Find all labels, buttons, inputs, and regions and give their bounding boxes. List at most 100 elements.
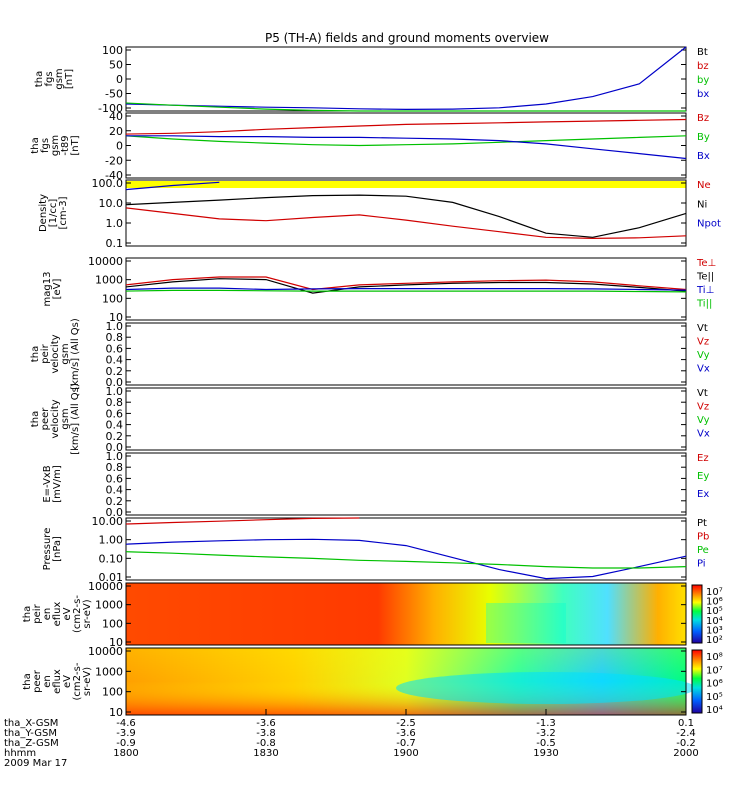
y-axis-label-line: velocity <box>50 399 61 438</box>
x-row-value: -3.6 <box>256 718 276 729</box>
y-axis-label-line: E=-VxB <box>42 465 53 502</box>
legend-Pt: Pt <box>697 518 707 529</box>
legend-Ni: Ni <box>697 199 707 210</box>
colorbar-label: 10³ <box>706 625 723 636</box>
legend-Ez: Ez <box>697 453 709 464</box>
x-row-value: -4.6 <box>116 718 136 729</box>
y-axis-label-line: tha <box>22 673 33 689</box>
y-axis-label-line: [km/s] (All Qs) <box>70 383 81 455</box>
y-axis-label-line: [nT] <box>70 135 81 155</box>
legend-Vt: Vt <box>697 388 708 399</box>
legend-Ex: Ex <box>697 489 709 500</box>
colorbar-label: 10² <box>706 635 723 646</box>
y-tick-label: 1.00 <box>99 534 124 547</box>
series-line-Ti|| <box>125 289 687 293</box>
y-tick-label: 0.01 <box>99 571 124 584</box>
y-axis-label-line: tha <box>34 71 45 87</box>
series-line-Pe <box>125 551 687 569</box>
x-row-label: tha_Z-GSM <box>4 738 59 749</box>
y-tick-label: 40 <box>109 110 123 123</box>
y-axis-label-line: [1/cc] <box>48 199 59 228</box>
y-tick-label: 0.4 <box>106 419 124 432</box>
y-tick-label: 0.6 <box>106 407 124 420</box>
legend-Ne: Ne <box>697 180 711 191</box>
y-tick-label: -50 <box>105 88 123 101</box>
y-tick-label: 100 <box>102 686 123 699</box>
legend-Pe: Pe <box>697 545 709 556</box>
panel-density: 100.0 10.0 1.0 0.1 Density [1/cc] [cm-3] Ne Ni Np… <box>38 177 721 250</box>
y-tick-label: -20 <box>105 154 123 167</box>
y-axis-label-line: en <box>42 675 53 688</box>
y-axis-label-line: fgs <box>44 71 55 86</box>
legend-Bz: Bz <box>697 113 709 124</box>
x-row-value: -2.5 <box>396 718 416 729</box>
date-label: 2009 Mar 17 <box>4 758 67 769</box>
y-axis-label-line: eflux <box>52 669 63 694</box>
legend-Ti⊥: Ti⊥ <box>696 285 714 296</box>
y-axis-label-line: -t89 <box>60 135 71 155</box>
y-axis-label-line: tha <box>30 346 41 362</box>
series-line-Te|| <box>125 278 687 294</box>
legend-Ti||: Ti|| <box>696 299 712 310</box>
y-tick-label: -100 <box>98 102 123 115</box>
y-tick-label: 1000 <box>95 274 123 287</box>
y-axis-label: tha fgs gsm -t89 [nT] <box>30 135 81 156</box>
panel-peer-velocity: 1.00.80.60.40.20.0 tha peer velocity gsm [km/… <box>30 383 710 455</box>
series-line-Ne <box>125 207 687 240</box>
y-tick-label: 0.2 <box>106 495 124 508</box>
y-axis-label-line: fgs <box>40 138 51 153</box>
y-tick-label: 1000 <box>95 665 123 678</box>
colorbar-label: 10⁶ <box>706 679 723 690</box>
y-tick-label: 100 <box>102 44 123 57</box>
y-tick-label: 0.1 <box>106 237 124 250</box>
series-line-Te⊥ <box>125 276 687 291</box>
y-axis-label-line: tha <box>22 606 33 622</box>
series-line-Ti⊥ <box>125 287 687 291</box>
y-axis-label: Pressure [nPa] <box>42 528 63 571</box>
y-tick-label: 0.0 <box>106 441 124 454</box>
y-axis-label: E=-VxB [mV/m] <box>42 465 63 503</box>
y-axis-label: tha peir en eflux eV (cm2-s-sr-eV) <box>22 595 93 633</box>
y-axis-label-line: sr-eV) <box>82 667 93 696</box>
x-row-value: -2.4 <box>676 728 696 739</box>
y-axis-label-line: velocity <box>50 334 61 373</box>
series-line-Ni <box>125 194 687 238</box>
panel-frame <box>125 517 687 581</box>
x-row-value: 1900 <box>393 748 418 759</box>
colorbar <box>691 649 703 714</box>
y-axis-label: Density [1/cc] [cm-3] <box>38 194 69 232</box>
colorbar-label: 10⁷ <box>706 665 723 676</box>
legend-Vx: Vx <box>697 364 710 375</box>
panel-frame <box>125 112 687 179</box>
quality-flag-bar <box>126 181 686 188</box>
y-tick-label: 1.0 <box>106 217 124 230</box>
y-tick-label: 0.0 <box>106 376 124 389</box>
panel-frame <box>125 582 687 646</box>
spectrogram-cyan-band <box>396 672 696 704</box>
y-axis-label-line: (cm2-s- <box>72 662 83 700</box>
y-tick-label: 0.2 <box>106 430 124 443</box>
panel-peer-spectrogram: 10⁸ 10⁷ 10⁶ 10⁵ 10⁴ 10000 1000 100 10 tha peer en ef… <box>22 645 723 719</box>
series-group-temperature <box>125 276 687 294</box>
y-tick-label: 0.6 <box>106 472 124 485</box>
y-tick-label: 1.0 <box>106 320 124 333</box>
y-axis-label-line: mag13 <box>42 272 53 307</box>
y-tick-label: 100 <box>102 292 123 305</box>
panel-frame <box>125 387 687 451</box>
legend-Pb: Pb <box>697 532 709 543</box>
legend-Vz: Vz <box>697 337 709 348</box>
series-group-density <box>125 181 687 240</box>
y-tick-label: 0.8 <box>106 331 124 344</box>
x-row-value: -3.2 <box>536 728 556 739</box>
y-axis-label-line: eflux <box>52 602 63 627</box>
spectrogram-blue-region <box>486 603 566 643</box>
x-row-label: tha_X-GSM <box>4 718 58 729</box>
y-axis-label-line: peir <box>40 343 51 363</box>
x-row-value: -0.9 <box>116 738 136 749</box>
legend-Bt: Bt <box>697 47 708 58</box>
y-tick-label: 10.0 <box>99 197 124 210</box>
x-row-value: 0.1 <box>678 718 694 729</box>
y-axis-label-line: [mV/m] <box>52 465 63 503</box>
